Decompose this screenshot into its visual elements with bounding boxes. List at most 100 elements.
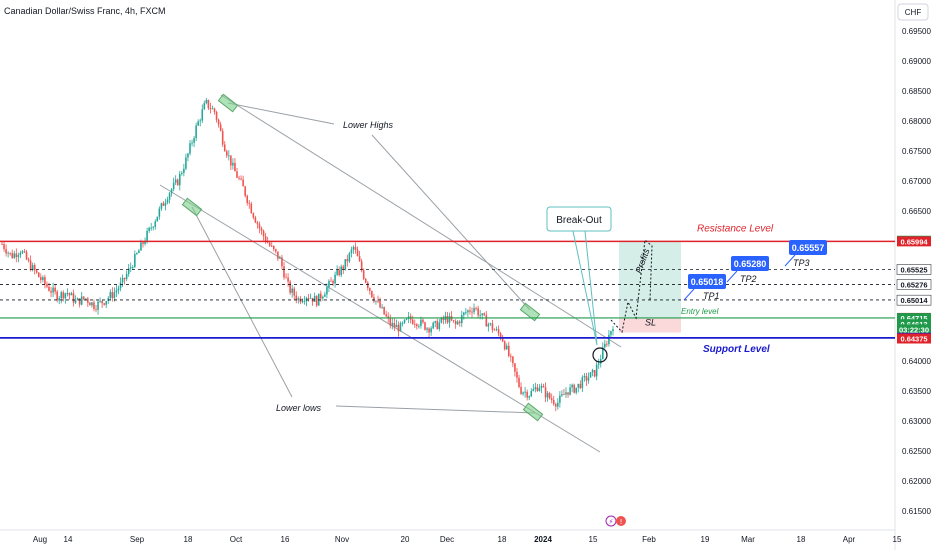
candle-body bbox=[567, 392, 569, 395]
candle-body bbox=[76, 298, 79, 301]
price-tag-green bbox=[897, 313, 931, 324]
candle-body bbox=[395, 324, 398, 328]
candle-body bbox=[597, 363, 600, 365]
candle-body bbox=[356, 249, 359, 257]
candle-body bbox=[593, 370, 596, 377]
currency-button[interactable]: CHF bbox=[897, 3, 929, 21]
support-label: Support Level bbox=[703, 344, 770, 355]
candle-body bbox=[505, 345, 508, 350]
lower-lows-connector-2 bbox=[335, 405, 536, 414]
event-icon[interactable] bbox=[616, 516, 626, 526]
price-tag-text: 0.64715 bbox=[900, 314, 927, 323]
candle-body bbox=[442, 317, 445, 321]
candle-body bbox=[577, 383, 580, 388]
candle-body bbox=[225, 151, 228, 156]
breakout-pointer bbox=[572, 230, 598, 346]
candle-body bbox=[420, 319, 422, 326]
candle-body bbox=[375, 300, 377, 302]
candle-body bbox=[160, 203, 163, 209]
candle-body bbox=[248, 202, 251, 204]
candle-body bbox=[573, 384, 575, 393]
candle-body bbox=[230, 155, 232, 166]
target-badge-value: 0.65018 bbox=[691, 277, 724, 287]
candle-body bbox=[448, 316, 451, 323]
candle-body bbox=[324, 294, 326, 297]
candle-body bbox=[326, 287, 328, 295]
candle-body bbox=[68, 293, 71, 296]
candle-body bbox=[264, 236, 267, 242]
candle-body bbox=[131, 267, 134, 268]
candle-body bbox=[215, 111, 218, 120]
candle-body bbox=[606, 343, 608, 345]
price-tag-green bbox=[897, 324, 931, 335]
candle-body bbox=[608, 334, 610, 345]
candle-body bbox=[87, 298, 89, 303]
candle-body bbox=[520, 386, 522, 394]
candle-body bbox=[516, 371, 518, 378]
candle-body bbox=[56, 291, 58, 301]
price-tag-text: 0.64375 bbox=[900, 335, 927, 344]
candle-body bbox=[168, 193, 171, 200]
candle-body bbox=[371, 290, 373, 298]
currency-label: CHF bbox=[905, 8, 922, 17]
candle-body bbox=[413, 323, 416, 325]
candle-body bbox=[579, 383, 582, 389]
candle-body bbox=[258, 224, 261, 229]
candle-body bbox=[148, 227, 150, 231]
candle-body bbox=[391, 323, 394, 326]
candle-body bbox=[105, 301, 108, 305]
candle-body bbox=[358, 256, 361, 262]
candle-body bbox=[467, 310, 469, 313]
candle-body bbox=[373, 297, 375, 302]
candle-body bbox=[585, 375, 588, 381]
candle-body bbox=[209, 108, 212, 110]
candle-body bbox=[37, 272, 40, 278]
candle-body bbox=[552, 399, 555, 405]
candle-body bbox=[228, 155, 230, 157]
candle-body bbox=[436, 321, 439, 330]
candle-body bbox=[109, 292, 112, 299]
candle-body bbox=[559, 395, 561, 403]
candle-body bbox=[571, 384, 573, 388]
x-tick-label: Apr bbox=[843, 535, 856, 544]
sl-label: SL bbox=[645, 318, 656, 328]
candle-body bbox=[424, 322, 426, 330]
candle-body bbox=[252, 213, 255, 218]
candle-body bbox=[21, 251, 24, 254]
candle-body bbox=[561, 394, 563, 396]
candle-body bbox=[52, 287, 54, 293]
candle-body bbox=[197, 121, 199, 126]
candle-body bbox=[232, 162, 234, 166]
candle-body bbox=[44, 277, 46, 284]
price-tag-text: 0.65276 bbox=[900, 280, 927, 289]
alert-icons[interactable]: ⚡ ! bbox=[605, 515, 626, 527]
breakout-label: Break-Out bbox=[556, 215, 602, 226]
candle-body bbox=[360, 261, 363, 271]
candle-body bbox=[33, 265, 36, 271]
candle-body bbox=[62, 292, 65, 299]
candle-body bbox=[530, 390, 533, 397]
candle-body bbox=[540, 386, 543, 388]
candle-body bbox=[78, 298, 81, 305]
breakout-callout bbox=[546, 206, 612, 232]
candle-body bbox=[524, 391, 526, 393]
candle-body bbox=[140, 242, 142, 251]
candle-body bbox=[66, 293, 69, 294]
candle-body bbox=[485, 315, 488, 327]
candle-body bbox=[309, 297, 312, 299]
candle-body bbox=[473, 307, 475, 313]
candle-body bbox=[70, 293, 73, 296]
candle-body bbox=[82, 296, 85, 299]
candle-body bbox=[332, 280, 334, 284]
candle-body bbox=[158, 208, 161, 217]
y-tick-label: 0.69000 bbox=[902, 57, 931, 66]
lower-lows-connector bbox=[191, 206, 293, 398]
candle-body bbox=[557, 402, 559, 407]
candle-body bbox=[460, 315, 463, 324]
candle-body bbox=[362, 270, 365, 279]
candle-body bbox=[164, 202, 167, 206]
candle-body bbox=[283, 266, 285, 278]
candle-body bbox=[297, 298, 300, 301]
